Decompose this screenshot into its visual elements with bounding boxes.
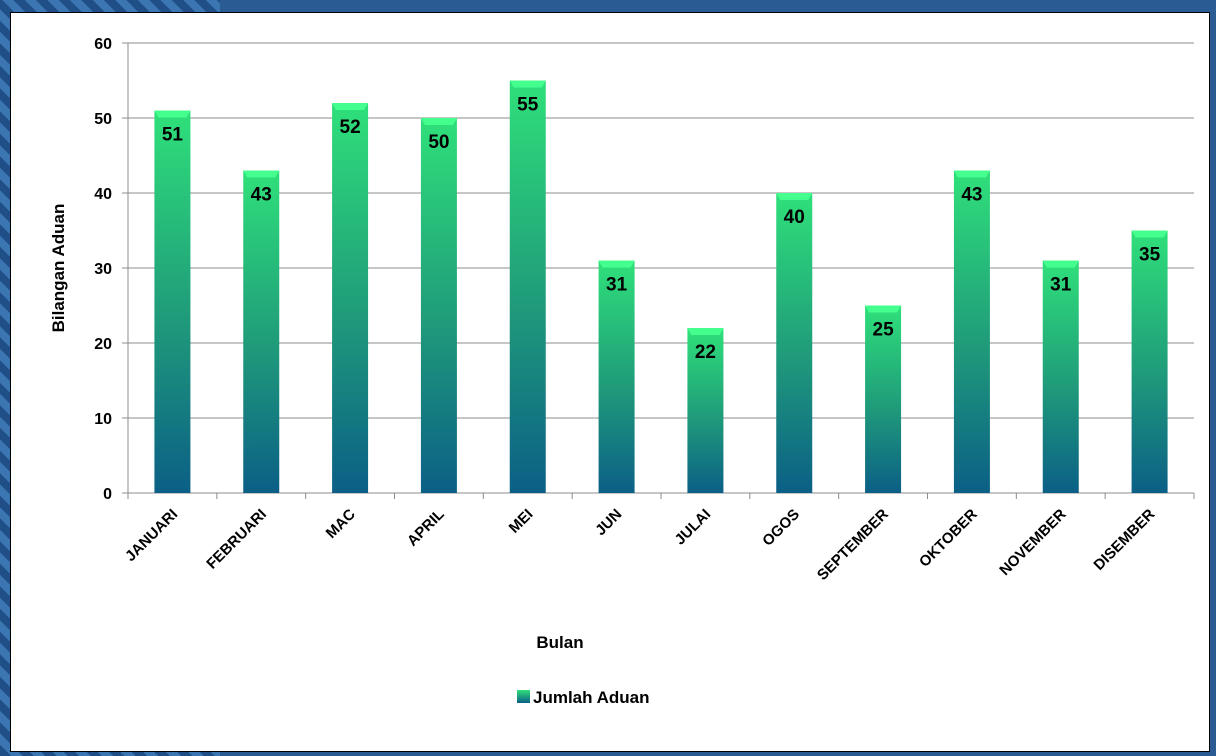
x-tick-label: DISEMBER: [1090, 506, 1158, 574]
y-tick-label: 30: [94, 261, 112, 278]
bar-cap: [776, 193, 813, 200]
y-tick-label: 60: [94, 36, 112, 53]
x-tick-label: JULAI: [672, 506, 715, 549]
data-label: 55: [517, 95, 539, 116]
x-tick-label: MEI: [506, 506, 537, 537]
bar: [420, 118, 457, 493]
x-tick-label: APRIL: [404, 506, 448, 550]
x-tick-label: NOVEMBER: [996, 506, 1069, 579]
bar-cap: [243, 170, 280, 178]
data-label: 50: [428, 132, 449, 153]
data-label: 25: [873, 320, 895, 341]
y-tick-label: 20: [94, 336, 112, 353]
bar: [953, 170, 990, 493]
bar-cap: [687, 328, 724, 335]
data-label: 43: [961, 185, 982, 206]
bar: [332, 103, 369, 493]
y-tick-label: 10: [94, 411, 112, 428]
x-tick-label: FEBRUARI: [203, 506, 270, 573]
legend-entry: Jumlah Aduan: [533, 688, 650, 707]
bar-cap: [1042, 260, 1079, 268]
bar-cap: [420, 118, 457, 125]
y-tick-label: 40: [94, 186, 112, 203]
y-axis-title: Bilangan Aduan: [49, 204, 68, 333]
bar-cap: [154, 110, 191, 118]
x-tick-label: SEPTEMBER: [814, 506, 892, 584]
bar-cap: [865, 305, 902, 313]
bar-cap: [332, 103, 369, 110]
x-tick-labels: JANUARI FEBRUARI MAC APRIL MEI JUN JULAI OGOS SE…: [122, 506, 1158, 584]
bar: [598, 260, 635, 493]
data-label: 40: [784, 207, 805, 228]
x-tick-label: JANUARI: [122, 506, 181, 565]
legend-swatch: [517, 690, 530, 703]
bar-cap: [953, 170, 990, 178]
data-label: 31: [1050, 275, 1072, 296]
bar: [154, 110, 191, 493]
bar: [243, 170, 280, 493]
bar-cap: [1131, 230, 1168, 238]
bar: [509, 80, 546, 493]
bar: [687, 328, 724, 493]
data-label: 31: [606, 275, 628, 296]
x-tick-label: OKTOBER: [916, 506, 981, 571]
gridlines: [122, 42, 1195, 499]
bar: [1042, 260, 1079, 493]
bar-cap: [598, 260, 635, 268]
data-label: 22: [695, 342, 716, 363]
legend: Jumlah Aduan: [517, 688, 650, 707]
data-label: 52: [340, 117, 361, 138]
data-label: 51: [162, 125, 184, 146]
bar: [776, 193, 813, 493]
bar: [1131, 230, 1168, 493]
y-tick-labels: 0 10 20 30 40 50 60: [94, 36, 112, 503]
data-label: 43: [251, 185, 272, 206]
data-labels: 51 43 52 50 55 31 22 40 25 43 31 35: [162, 95, 1161, 364]
bars: [154, 80, 1168, 493]
bar: [865, 305, 902, 493]
x-axis-title: Bulan: [536, 633, 583, 652]
bar-cap: [509, 80, 546, 88]
y-tick-label: 50: [94, 111, 112, 128]
y-tick-label: 0: [103, 486, 112, 503]
x-tick-label: MAC: [323, 506, 359, 542]
x-tick-label: JUN: [592, 506, 625, 539]
data-label: 35: [1139, 245, 1161, 266]
x-tick-label: OGOS: [759, 506, 803, 550]
